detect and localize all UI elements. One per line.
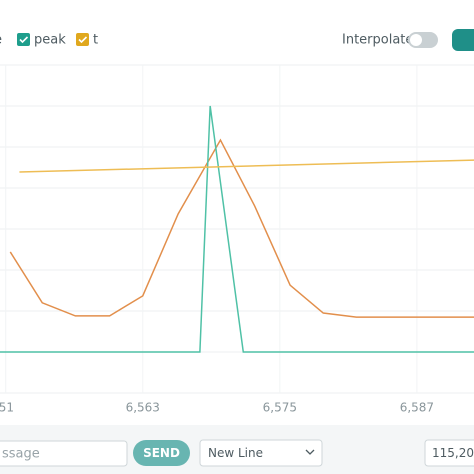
check bbox=[78, 36, 88, 44]
series-line bbox=[19, 159, 474, 173]
legend-label: e bbox=[0, 33, 2, 48]
check bbox=[19, 36, 29, 44]
x-tick-label: 6,575 bbox=[263, 401, 297, 415]
x-tick-label: 6,563 bbox=[126, 401, 160, 415]
x-tick-label: 51 bbox=[0, 401, 14, 415]
series-line bbox=[0, 105, 474, 353]
legend-label: peak bbox=[34, 33, 66, 48]
x-tick-label: 6,587 bbox=[400, 401, 434, 415]
baud-label: 115,20 bbox=[432, 446, 474, 460]
send-label: SEND bbox=[143, 446, 180, 460]
legend-label: t bbox=[93, 33, 98, 48]
top-button[interactable] bbox=[452, 29, 474, 51]
plot: 51 6,563 6,575 6,587 bbox=[0, 65, 474, 415]
interpolate-label: Interpolate bbox=[342, 33, 413, 48]
series-line bbox=[9, 138, 474, 318]
legend-checkbox[interactable] bbox=[76, 33, 89, 46]
chevron bbox=[305, 449, 315, 455]
legend-checkbox[interactable] bbox=[17, 33, 30, 46]
line-ending-select[interactable] bbox=[199, 439, 323, 467]
message-placeholder: ssage bbox=[2, 447, 40, 462]
line-ending-label: New Line bbox=[208, 446, 263, 460]
message-input[interactable] bbox=[0, 440, 128, 467]
toggle-knob bbox=[410, 34, 422, 46]
send-button[interactable] bbox=[133, 440, 190, 466]
baud-select[interactable] bbox=[424, 439, 474, 467]
